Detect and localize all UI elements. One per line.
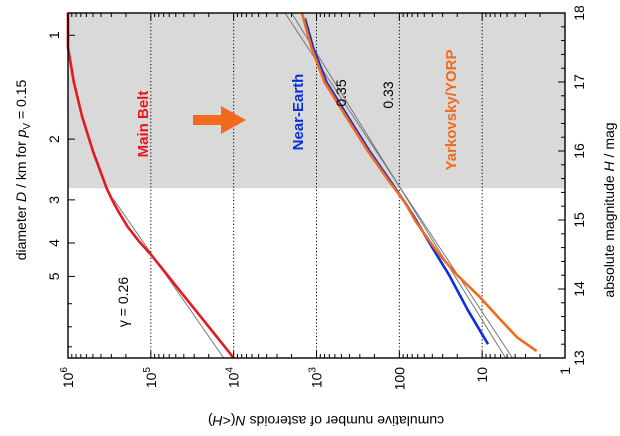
d-tick-label: 2 bbox=[46, 135, 62, 143]
d-tick-label: 3 bbox=[46, 196, 62, 204]
h-tick-label: 17 bbox=[571, 74, 587, 90]
h-tick-label: 13 bbox=[571, 350, 587, 366]
n-tick-label: 105 bbox=[142, 367, 159, 389]
n-axis-tick-labels: 106 105 104 103 100 10 1 bbox=[59, 367, 573, 391]
d-axis-title: diameter D / km for pV = 0.15 bbox=[13, 79, 33, 260]
gamma-label: γ = 0.26 bbox=[115, 277, 131, 327]
n-axis-title: cumulative number of asteroids N(<H) bbox=[208, 413, 444, 429]
arrow-icon bbox=[193, 106, 246, 134]
fit-label-033: 0.33 bbox=[380, 81, 396, 108]
d-tick-label: 4 bbox=[46, 239, 62, 247]
d-tick-label: 1 bbox=[46, 31, 62, 39]
tick-marks bbox=[67, 12, 566, 359]
series-lines bbox=[66, 12, 538, 359]
series-label-main-belt: Main Belt bbox=[135, 91, 152, 158]
h-tick-label: 15 bbox=[571, 212, 587, 228]
n-tick-label: 10 bbox=[474, 367, 490, 383]
d-tick-label: 5 bbox=[46, 272, 62, 280]
h-tick-label: 16 bbox=[571, 143, 587, 159]
n-tick-label: 103 bbox=[308, 367, 325, 389]
h-axis-title: absolute magnitude H / mag bbox=[601, 122, 617, 297]
series-line bbox=[66, 13, 235, 359]
series-label-yarkovsky-yorp: Yarkovsky/YORP bbox=[443, 50, 460, 171]
h-axis-tick-labels: 13 14 15 16 17 18 bbox=[571, 5, 587, 366]
n-tick-label: 100 bbox=[391, 367, 407, 391]
n-tick-label: 104 bbox=[225, 367, 242, 389]
n-tick-label: 106 bbox=[59, 367, 76, 389]
fit-label-035: 0.35 bbox=[333, 79, 349, 106]
d-axis-tick-labels: 1 2 3 4 5 bbox=[46, 31, 62, 280]
fit-line bbox=[291, 12, 507, 359]
series-label-near-earth: Near-Earth bbox=[290, 74, 307, 151]
h-tick-label: 14 bbox=[571, 281, 587, 297]
h-tick-label: 18 bbox=[571, 5, 587, 21]
n-tick-label: 1 bbox=[557, 367, 573, 375]
shaded-region bbox=[68, 13, 565, 189]
series-line bbox=[300, 12, 538, 353]
